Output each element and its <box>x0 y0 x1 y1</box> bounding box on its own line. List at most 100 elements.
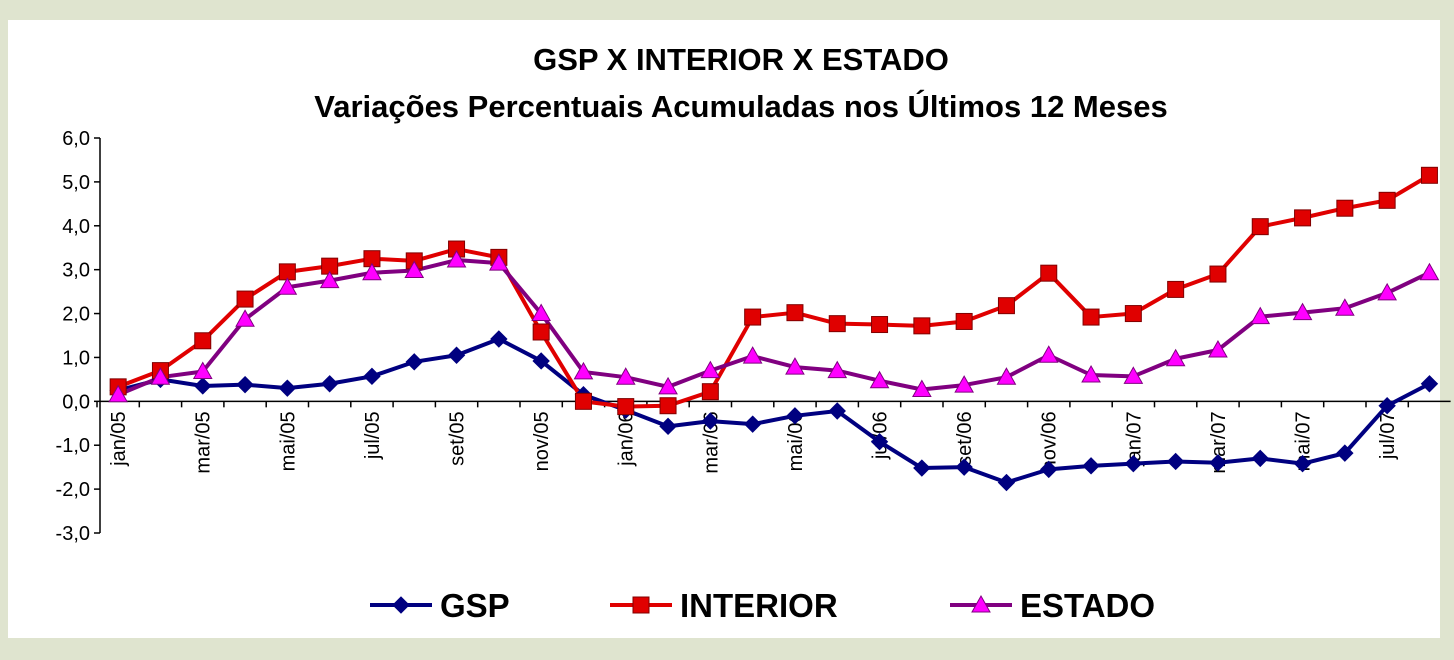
marker <box>913 459 931 477</box>
marker <box>869 370 890 389</box>
marker <box>700 360 721 379</box>
marker <box>701 412 720 430</box>
marker <box>615 367 636 385</box>
x-tick-label: jan/05 <box>108 411 130 467</box>
marker <box>488 253 509 271</box>
marker <box>827 360 848 379</box>
x-tick-label: mar/05 <box>193 411 215 473</box>
marker <box>532 323 550 341</box>
marker <box>1040 460 1058 479</box>
marker <box>786 304 804 322</box>
y-tick-label: -1,0 <box>56 435 90 457</box>
marker <box>743 415 762 433</box>
marker <box>1250 306 1271 325</box>
marker <box>871 316 889 334</box>
marker <box>955 312 973 330</box>
legend-label: GSP <box>440 587 510 624</box>
x-tick-label: mai/06 <box>785 411 807 471</box>
marker <box>828 315 846 333</box>
marker <box>1081 364 1101 383</box>
legend-item: ESTADO <box>950 587 1155 624</box>
marker <box>1292 302 1313 321</box>
marker <box>278 379 297 397</box>
marker <box>658 376 678 395</box>
marker <box>1336 444 1354 462</box>
x-tick-label: jul/05 <box>362 411 384 460</box>
marker <box>1420 166 1438 184</box>
marker <box>363 367 381 386</box>
x-tick-label: mai/05 <box>277 411 299 471</box>
series-line <box>117 258 1431 397</box>
y-tick-label: 1,0 <box>62 347 90 369</box>
marker <box>1251 218 1269 236</box>
marker <box>1082 457 1100 475</box>
marker <box>192 361 213 379</box>
chart-area <box>8 20 1440 638</box>
marker <box>913 317 931 335</box>
marker <box>532 352 550 370</box>
marker <box>1208 339 1228 358</box>
marker <box>1167 280 1185 298</box>
marker <box>320 375 339 393</box>
marker <box>1124 305 1142 323</box>
marker <box>1209 454 1227 472</box>
marker <box>1294 209 1312 227</box>
marker <box>996 367 1017 385</box>
marker <box>236 290 254 308</box>
marker <box>659 417 677 436</box>
legend-label: ESTADO <box>1020 587 1155 624</box>
marker <box>108 384 129 403</box>
marker <box>659 397 677 415</box>
x-tick-label: jan/07 <box>1123 411 1145 467</box>
x-tick-label: mai/07 <box>1293 411 1315 471</box>
marker <box>362 262 382 281</box>
y-tick-label: -3,0 <box>56 523 90 545</box>
y-tick-label: 4,0 <box>62 216 90 238</box>
y-tick-label: 2,0 <box>62 304 90 326</box>
x-tick-label: set/06 <box>954 411 976 465</box>
marker <box>1293 454 1312 473</box>
marker <box>1082 308 1100 326</box>
marker <box>1124 454 1143 473</box>
marker <box>955 458 973 476</box>
marker <box>1038 345 1059 363</box>
marker <box>785 357 805 375</box>
chart-title: GSP X INTERIOR X ESTADO <box>533 42 949 77</box>
marker <box>531 303 552 322</box>
marker <box>1040 264 1058 282</box>
marker <box>997 473 1016 492</box>
marker <box>447 346 466 364</box>
legend-item: GSP <box>370 587 510 624</box>
marker <box>954 375 975 393</box>
marker <box>742 346 763 364</box>
y-tick-label: -2,0 <box>56 479 90 501</box>
y-tick-label: 0,0 <box>62 391 90 413</box>
marker <box>617 398 635 416</box>
marker <box>446 249 467 268</box>
legend-item: INTERIOR <box>610 587 838 624</box>
marker <box>277 277 298 295</box>
marker <box>150 367 171 385</box>
marker <box>701 383 719 401</box>
marker <box>1334 298 1355 316</box>
x-tick-label: mar/06 <box>700 411 722 473</box>
marker <box>911 379 932 397</box>
marker <box>1166 452 1185 471</box>
marker <box>1420 375 1439 393</box>
marker <box>1209 265 1227 283</box>
y-tick-label: 5,0 <box>62 172 90 194</box>
marker <box>405 353 423 371</box>
marker <box>573 361 594 380</box>
marker <box>490 330 508 348</box>
legend-marker <box>632 596 650 614</box>
marker <box>194 332 212 350</box>
marker <box>1336 199 1354 217</box>
marker <box>235 309 255 327</box>
marker <box>404 260 425 279</box>
x-tick-label: set/05 <box>447 411 469 465</box>
legend-marker <box>392 596 410 614</box>
x-tick-label: nov/06 <box>1039 411 1061 471</box>
marker <box>574 392 592 410</box>
marker <box>1165 348 1186 367</box>
